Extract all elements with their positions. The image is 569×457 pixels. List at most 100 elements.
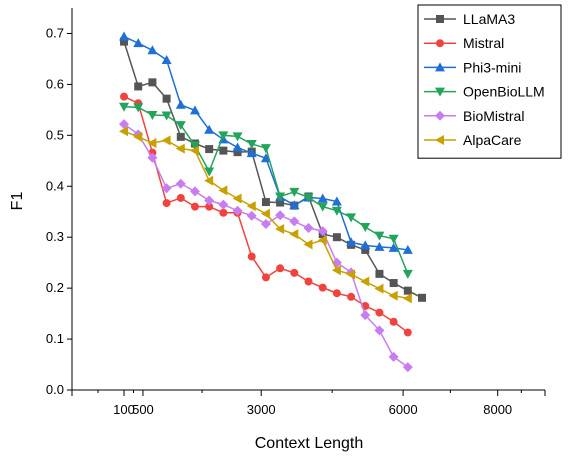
llama3-point [375,269,384,278]
llama3-point [120,37,129,46]
biomistral-point [388,351,399,362]
alpacare-point [133,131,143,142]
x-tick-label: 500 [132,402,154,417]
mistral-point [261,273,270,282]
biomistral-point [147,152,158,163]
llama3-point [233,148,242,157]
y-tick-label: 0.0 [46,382,64,397]
legend-item-llama3: LLaMA3 [424,11,515,27]
openbiollm-point [289,187,300,197]
alpacare-point [119,126,129,137]
legend-label: BioMistral [463,108,524,124]
openbiollm-point [161,111,172,121]
phi3-mini-point [161,54,172,64]
openbiollm-point [175,121,186,131]
mistral-point [375,308,384,317]
alpacare-point [218,185,228,196]
openbiollm-point [331,206,342,216]
y-tick-label: 0.2 [46,280,64,295]
openbiollm-point [374,231,385,241]
series-alpacare [119,126,412,304]
llama3-point [361,245,370,254]
alpacare-point [175,143,185,154]
x-tick-label: 100 [113,402,135,417]
x-tick-label: 8000 [483,402,512,417]
openbiollm-point [402,269,413,279]
mistral-point [347,292,356,301]
mistral-point [162,199,171,208]
phi3-mini-point [147,45,158,55]
alpacare-point [275,224,285,235]
openbiollm-point [147,110,158,120]
openbiollm-point [232,132,243,142]
llama3-point [418,293,427,302]
llama3-point [389,279,398,288]
mistral-point [247,252,256,261]
phi3-mini-point [133,38,144,48]
y-tick-label: 0.7 [46,25,64,40]
y-tick-label: 0.5 [46,127,64,142]
alpacare-point [402,293,412,304]
openbiollm-point [275,192,286,202]
biomistral-point [374,325,385,336]
llama3-point [162,94,171,103]
phi3-mini-point [388,242,399,252]
mistral-point [176,193,185,202]
phi3-mini-point [119,31,130,41]
legend-item-openbiollm: OpenBioLLM [424,84,545,100]
openbiollm-point [388,234,399,244]
series-layer [119,31,427,373]
x-axis-title: Context Length [255,435,364,452]
biomistral-point [289,216,300,227]
alpacare-point [346,269,356,280]
phi3-mini-point [260,153,271,163]
mistral-point [290,268,299,277]
phi3-mini-point [189,105,200,115]
mistral-point [403,328,412,337]
x-tick-label: 3000 [247,402,276,417]
phi3-mini-point [289,200,300,210]
x-tick-label: 6000 [389,402,418,417]
biomistral-point [175,178,186,189]
y-tick-label: 0.3 [46,229,64,244]
llama3-point [134,82,143,91]
phi3-mini-point [175,99,186,109]
alpacare-point [360,276,370,287]
mistral-point [205,202,214,211]
legend-label: Phi3-mini [463,59,521,75]
legend-label: LLaMA3 [463,11,515,27]
mistral-point [304,277,313,286]
legend-item-biomistral: BioMistral [424,108,524,124]
legend-label: OpenBioLLM [463,84,545,100]
biomistral-point [246,210,257,221]
mistral-point [389,317,398,326]
openbiollm-point [204,167,215,177]
openbiollm-point [246,139,257,149]
y-tick-label: 0.4 [46,178,64,193]
llama3-point [219,146,228,155]
llama3-point [261,198,270,207]
biomistral-point [275,210,286,221]
llama3-point [176,132,185,141]
biomistral-point [360,310,371,321]
openbiollm-point [260,144,271,154]
openbiollm-point [317,202,328,212]
legend-item-alpacare: AlpaCare [424,132,522,148]
openbiollm-point [133,103,144,113]
llama3-point [403,286,412,295]
legend-label: AlpaCare [463,132,522,148]
alpacare-point [147,137,157,148]
alpacare-point [246,201,256,212]
y-axis-title: F1 [9,192,26,211]
alpacare-point [204,175,214,186]
biomistral-point [402,362,413,373]
legend: LLaMA3 Mistral Phi3-mini OpenBioLLM BioMistr… [417,4,562,159]
llama3-line [123,41,423,299]
alpacare-point [232,193,242,204]
alpacare-point [161,135,171,146]
phi3-mini-point [246,148,257,158]
llama3-point [205,145,214,154]
openbiollm-point [189,141,200,151]
